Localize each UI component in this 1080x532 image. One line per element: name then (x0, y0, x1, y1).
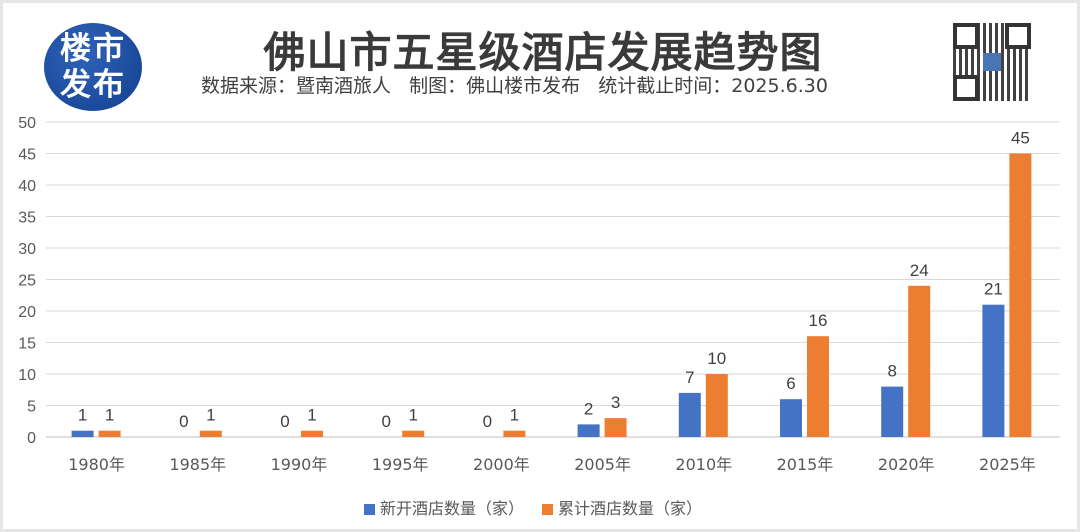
bar-cumulative (908, 285, 931, 437)
bar-new (678, 392, 701, 437)
data-label: 24 (910, 261, 929, 280)
bar-cumulative (301, 430, 323, 437)
x-tick-label: 1985年 (169, 455, 226, 474)
bar-cumulative (402, 430, 425, 437)
data-label: 1 (105, 406, 114, 425)
bar-cumulative (705, 374, 728, 437)
data-label: 7 (685, 368, 694, 387)
x-tick-label: 2010年 (675, 455, 732, 474)
data-label: 1 (408, 406, 417, 425)
legend-item-new: 新开酒店数量（家） (364, 495, 524, 519)
data-label: 1 (78, 406, 87, 425)
data-label: 0 (483, 412, 492, 431)
data-label: 3 (611, 393, 620, 412)
data-label: 1 (307, 406, 316, 425)
bar-new (71, 430, 94, 437)
data-label: 10 (707, 349, 726, 368)
data-label: 0 (280, 412, 289, 431)
y-tick-label: 5 (27, 399, 36, 416)
data-label: 16 (809, 311, 828, 330)
bar-cumulative (1009, 153, 1032, 437)
y-tick-label: 30 (18, 241, 36, 258)
data-label: 45 (1011, 129, 1030, 148)
data-label: 2 (584, 399, 593, 418)
bar-cumulative (807, 336, 829, 437)
bar-new (881, 386, 904, 437)
y-tick-label: 50 (18, 115, 36, 132)
x-tick-label: 1990年 (271, 455, 328, 474)
x-tick-label: 2015年 (777, 455, 834, 474)
x-tick-label: 1995年 (372, 455, 429, 474)
x-tick-label: 2020年 (878, 455, 935, 474)
y-tick-label: 35 (18, 210, 36, 227)
x-tick-label: 2005年 (574, 455, 631, 474)
y-tick-label: 15 (18, 336, 36, 353)
legend: 新开酒店数量（家） 累计酒店数量（家） (364, 495, 702, 519)
qr-code (953, 23, 1031, 101)
bar-cumulative (604, 418, 627, 437)
bar-new (982, 304, 1005, 437)
data-label: 21 (984, 280, 1003, 299)
data-label: 0 (179, 412, 188, 431)
bar-cumulative (98, 430, 121, 437)
y-tick-label: 0 (27, 430, 36, 447)
data-label: 1 (206, 406, 215, 425)
bar-cumulative (199, 430, 222, 437)
y-tick-label: 10 (18, 367, 36, 384)
bar-cumulative (503, 430, 526, 437)
bar-new (780, 399, 802, 437)
data-label: 8 (887, 362, 896, 381)
chart-container: 楼市发布 佛山市五星级酒店发展趋势图 数据来源：暨南酒旅人 制图：佛山楼市发布 … (3, 3, 1077, 529)
chart-title: 佛山市五星级酒店发展趋势图 (263, 28, 823, 77)
x-tick-label: 2025年 (979, 455, 1036, 474)
y-tick-label: 40 (18, 178, 36, 195)
chart-subtitle: 数据来源：暨南酒旅人 制图：佛山楼市发布 统计截止时间：2025.6.30 (201, 75, 828, 97)
data-label: 1 (510, 406, 519, 425)
y-tick-label: 45 (18, 147, 36, 164)
x-tick-label: 2000年 (473, 455, 530, 474)
bar-new (577, 424, 600, 437)
logo: 楼市发布 (44, 23, 142, 111)
y-tick-label: 20 (18, 304, 36, 321)
legend-item-cumulative: 累计酒店数量（家） (542, 495, 702, 519)
data-label: 6 (786, 374, 795, 393)
x-tick-label: 1980年 (68, 455, 125, 474)
data-label: 0 (381, 412, 390, 431)
y-tick-label: 25 (18, 273, 36, 290)
